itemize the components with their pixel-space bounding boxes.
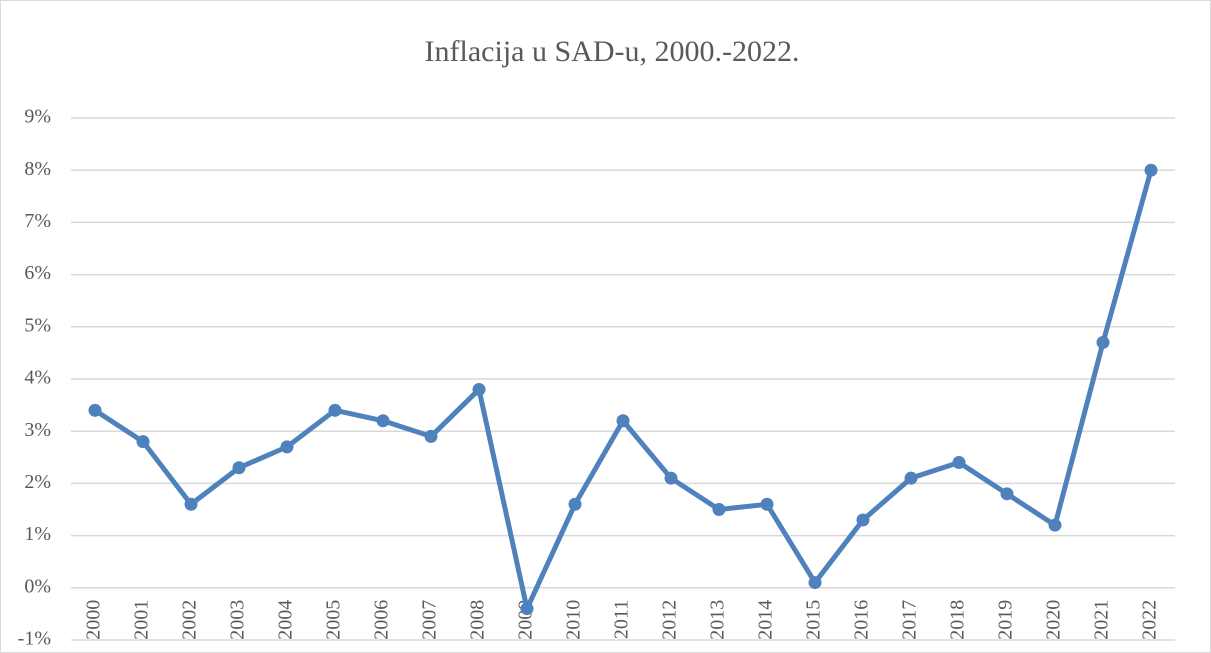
y-tick-label: 2% <box>24 471 51 493</box>
x-tick-label: 2017 <box>899 600 921 640</box>
x-tick-label: 2022 <box>1139 600 1161 640</box>
x-tick-label: 2000 <box>83 600 105 640</box>
x-tick-label: 2019 <box>995 600 1017 640</box>
marker <box>328 403 342 417</box>
x-tick-label: 2006 <box>371 600 393 640</box>
x-tick-label: 2001 <box>131 600 153 640</box>
x-tick-label: 2012 <box>659 600 681 640</box>
x-tick-label: 2018 <box>947 600 969 640</box>
marker <box>664 471 678 485</box>
y-tick-label: 5% <box>24 314 51 336</box>
y-tick-label: 0% <box>24 575 51 597</box>
y-tick-label: 6% <box>24 262 51 284</box>
x-tick-label: 2004 <box>275 600 297 640</box>
x-tick-label: 2003 <box>227 600 249 640</box>
x-tick-label: 2011 <box>611 600 633 639</box>
y-tick-label: 9% <box>24 106 51 128</box>
y-tick-label: 4% <box>24 367 51 389</box>
x-tick-label: 2005 <box>323 600 345 640</box>
marker <box>808 576 822 590</box>
marker <box>1000 487 1014 501</box>
x-tick-label: 2021 <box>1091 600 1113 640</box>
x-tick-label: 2008 <box>467 600 489 640</box>
marker <box>424 429 438 443</box>
marker <box>760 497 774 511</box>
marker <box>376 414 390 428</box>
y-tick-label: 7% <box>24 210 51 232</box>
marker <box>184 497 198 511</box>
marker <box>280 440 294 454</box>
y-tick-label: 8% <box>24 158 51 180</box>
marker <box>568 497 582 511</box>
y-tick-label: -1% <box>18 628 51 650</box>
y-tick-label: 1% <box>24 523 51 545</box>
x-tick-label: 2016 <box>851 600 873 640</box>
marker <box>616 414 630 428</box>
marker <box>232 461 246 475</box>
marker <box>88 403 102 417</box>
marker <box>520 602 534 616</box>
marker <box>712 503 726 516</box>
marker <box>952 456 966 470</box>
marker <box>1096 335 1110 349</box>
marker <box>856 513 870 527</box>
x-tick-label: 2015 <box>803 600 825 640</box>
x-tick-label: 2014 <box>755 600 777 640</box>
x-tick-label: 2013 <box>707 600 729 640</box>
marker <box>1144 163 1158 177</box>
x-tick-label: 2007 <box>419 600 441 640</box>
marker <box>904 471 918 485</box>
y-tick-label: 3% <box>24 419 51 441</box>
x-tick-label: 2002 <box>179 600 201 640</box>
marker <box>472 382 486 396</box>
x-tick-label: 2010 <box>563 600 585 640</box>
marker <box>1048 518 1062 532</box>
chart-title: Inflacija u SAD-u, 2000.-2022. <box>425 35 800 68</box>
marker <box>136 435 150 449</box>
x-tick-label: 2020 <box>1043 600 1065 640</box>
